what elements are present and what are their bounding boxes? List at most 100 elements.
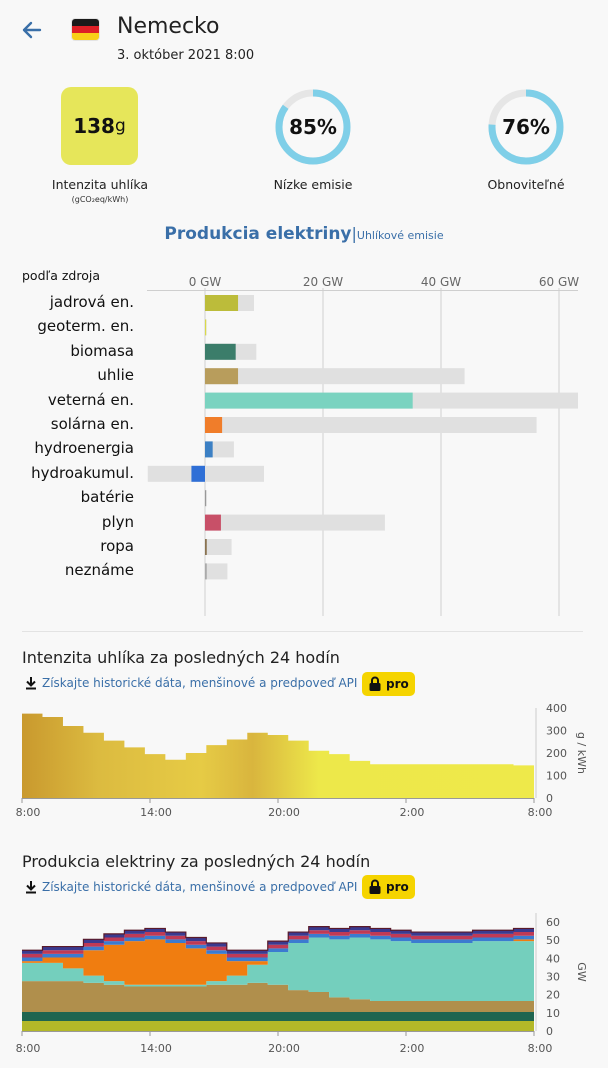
ci-area: [22, 713, 534, 798]
production-bar: [205, 319, 207, 336]
chart-tabs: Produkcia elektriny|Uhlíkové emisie: [0, 224, 608, 244]
capacity-bar: [205, 514, 385, 531]
zone-title: Nemecko: [117, 14, 220, 39]
renewable-label: Obnoviteľné: [487, 177, 565, 192]
production-bar: [205, 392, 413, 409]
y-tick-label: 300: [546, 725, 567, 738]
y-axis-label: GW: [575, 962, 588, 982]
zone-datetime: 3. október 2021 8:00: [117, 48, 255, 63]
x-tick-label: 8:00: [16, 1042, 41, 1055]
carbon-intensity-label: Intenzita uhlíka: [51, 177, 149, 192]
x-tick-label: 2:00: [400, 806, 425, 819]
y-tick-label: 10: [546, 1007, 560, 1020]
x-tick-label: 2:00: [400, 1042, 425, 1055]
tab-separator: |: [351, 224, 357, 243]
capacity-bar: [147, 465, 264, 482]
back-arrow-icon[interactable]: [18, 16, 46, 44]
production-series-area: [22, 1011, 534, 1022]
source-label: biomasa: [70, 341, 134, 360]
y-axis-label: g / kWh: [575, 732, 588, 774]
production-series-area: [22, 1021, 534, 1031]
lock-icon: [369, 879, 381, 894]
y-tick-label: 100: [546, 770, 567, 783]
source-label: hydroakumul.: [31, 463, 134, 482]
low-carbon-ring: 85%: [275, 89, 351, 165]
production-series-area: [22, 926, 534, 954]
production-bar: [205, 343, 236, 360]
production-series-area: [22, 933, 534, 962]
capacity-bar: [205, 417, 537, 433]
carbon-intensity-unit: g: [114, 116, 126, 136]
ci-history-title: Intenzita uhlíka za posledných 24 hodín: [22, 648, 340, 667]
x-tick-label: 60 GW: [539, 275, 579, 289]
section-divider: [22, 631, 583, 632]
low-carbon-label: Nízke emisie: [273, 177, 353, 192]
production-series-area: [22, 930, 534, 958]
x-tick-label: 8:00: [528, 1042, 553, 1055]
production-bar: [205, 295, 239, 311]
production-series-area: [22, 937, 534, 1002]
production-series-area: [22, 981, 534, 1012]
y-tick-label: 30: [546, 971, 560, 984]
ci-history-chart: 0 100 200 300 400 g / kWh 8:00 14:00 20:00 2:00 8:…: [16, 702, 588, 819]
download-icon: [26, 881, 36, 894]
x-tick-label: 14:00: [140, 1042, 172, 1055]
x-tick-label: 40 GW: [421, 275, 461, 289]
production-bar: [191, 465, 205, 482]
production-bar: [205, 563, 207, 580]
x-tick-label: 8:00: [528, 806, 553, 819]
low-carbon-value: 85%: [289, 115, 337, 139]
prod-history-pro-label: pro: [386, 880, 409, 894]
production-series-area: [22, 937, 534, 985]
y-tick-label: 50: [546, 934, 560, 947]
production-bar: [205, 441, 213, 458]
flag-icon: [72, 19, 99, 40]
renewable-ring-fill: [488, 89, 564, 165]
prod-history-download-link[interactable]: Získajte historické dáta, menšinové a pr…: [24, 880, 357, 894]
source-label: solárna en.: [50, 415, 134, 433]
production-bar: [205, 417, 223, 433]
source-label: jadrová en.: [49, 293, 134, 311]
source-label: plyn: [101, 512, 134, 531]
source-label: geoterm. en.: [37, 317, 134, 336]
source-label: uhlie: [97, 366, 134, 385]
prod-history-download-text: Získajte historické dáta, menšinové a pr…: [42, 880, 358, 894]
tab-carbon-emissions[interactable]: Uhlíkové emisie: [356, 229, 444, 242]
production-bar: [205, 539, 207, 555]
by-source-label: podľa zdroja: [22, 268, 100, 283]
lock-icon: [369, 676, 381, 691]
carbon-intensity-sublabel: (gCO₂eq/kWh): [71, 195, 129, 204]
source-label: batérie: [80, 488, 134, 507]
x-tick-label: 20:00: [268, 1042, 300, 1055]
production-top-outline: [22, 926, 534, 951]
ci-history-pro-label: pro: [386, 677, 409, 691]
capacity-bar: [205, 563, 228, 580]
production-bar: [205, 368, 239, 385]
source-label: neznáme: [64, 561, 134, 580]
ci-history-pro-badge[interactable]: pro: [362, 672, 415, 696]
y-tick-label: 20: [546, 989, 560, 1002]
x-tick-label: 0 GW: [189, 275, 222, 289]
production-bar: [205, 490, 207, 507]
carbon-intensity-box: 138 g: [61, 87, 138, 165]
y-tick-label: 0: [546, 792, 553, 805]
download-icon: [26, 677, 36, 690]
ci-history-download-text: Získajte historické dáta, menšinové a pr…: [42, 676, 358, 690]
x-tick-label: 20 GW: [303, 275, 343, 289]
y-tick-label: 200: [546, 747, 567, 760]
renewable-ring: 76%: [488, 89, 564, 165]
y-tick-label: 40: [546, 952, 560, 965]
source-label: veterná en.: [47, 390, 134, 409]
ci-history-download-link[interactable]: Získajte historické dáta, menšinové a pr…: [24, 676, 357, 690]
renewable-value: 76%: [502, 115, 550, 139]
y-tick-label: 60: [546, 916, 560, 929]
tab-electricity-production[interactable]: Produkcia elektriny: [164, 224, 352, 244]
source-label: hydroenergia: [34, 439, 134, 458]
source-bar-chart: 0 GW 20 GW 40 GW 60 GW: [147, 275, 579, 616]
production-bar: [205, 514, 221, 531]
y-tick-label: 0: [546, 1025, 553, 1038]
capacity-bar: [205, 368, 465, 385]
x-tick-label: 14:00: [140, 806, 172, 819]
prod-history-title: Produkcia elektriny za posledných 24 hod…: [22, 852, 371, 871]
prod-history-pro-badge[interactable]: pro: [362, 875, 415, 899]
